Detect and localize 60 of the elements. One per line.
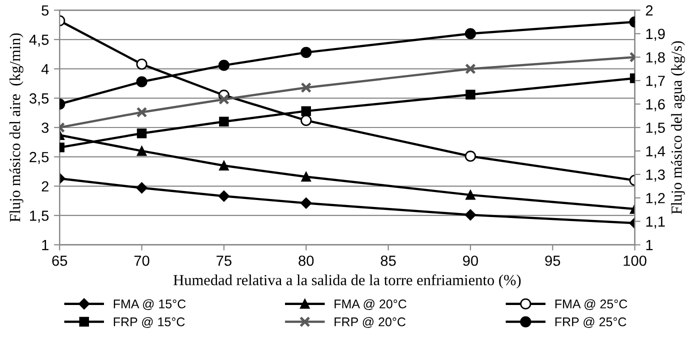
x-axis-title: Humedad relativa a la salida de la torre enfriamiento (%) — [174, 274, 521, 288]
legend-label: FRP @ 15°C — [114, 317, 185, 328]
x-tick-label: 80 — [298, 256, 314, 266]
x-tick-label: 100 — [624, 256, 646, 266]
point — [300, 114, 312, 126]
y2-tick-label: 2 — [646, 5, 653, 16]
legend-label: FRP @ 25°C — [555, 317, 626, 328]
y2-tick-label: 1,2 — [646, 192, 665, 206]
point — [464, 28, 476, 40]
y2-tick-label: 1,7 — [646, 76, 665, 88]
point — [218, 94, 230, 105]
point — [300, 82, 312, 94]
point — [300, 46, 312, 58]
y-tick-label: 3,5 — [29, 93, 49, 106]
point — [464, 150, 476, 162]
x-tick-label: 70 — [134, 256, 150, 266]
point — [466, 90, 476, 100]
y-tick-label: 3 — [42, 122, 49, 133]
y-axis-title: Flujo másico del aire (kg/min) — [9, 33, 24, 222]
point — [136, 106, 148, 118]
x-tick-label: 65 — [52, 256, 68, 266]
legend-label: FMA @ 25°C — [555, 299, 628, 310]
y2-tick-label: 1,3 — [646, 170, 665, 182]
y-tick-label: 5 — [42, 5, 49, 16]
y-tick-label: 4 — [41, 64, 49, 74]
y2-tick-label: 1 — [646, 240, 653, 250]
x-tick-label: 95 — [545, 256, 560, 266]
point — [218, 60, 230, 71]
point — [136, 58, 148, 70]
point — [465, 63, 476, 74]
y2-tick-label: 1,1 — [646, 216, 665, 228]
x-tick-label: 85 — [380, 256, 396, 266]
y2-tick-label: 1,4 — [646, 146, 666, 158]
y-tick-label: 2 — [42, 181, 48, 192]
y2-tick-label: 1,8 — [646, 52, 665, 64]
point — [136, 182, 148, 194]
legend-label: FRP @ 20°C — [334, 317, 406, 328]
point — [464, 209, 476, 220]
x-tick-label: 75 — [216, 256, 232, 266]
point — [219, 116, 229, 126]
y-tick-label: 1 — [42, 240, 48, 250]
y2-axis-title: Flujo másico del agua (kg/s) — [671, 41, 685, 214]
legend-label: FMA @ 20°C — [334, 299, 406, 310]
y2-tick-label: 1,6 — [646, 99, 665, 112]
point — [466, 190, 476, 200]
legend-label: FMA @ 15°C — [114, 299, 186, 310]
y2-tick-label: 1,5 — [646, 122, 665, 135]
point — [301, 106, 311, 116]
point — [219, 160, 229, 170]
y2-tick-label: 1,9 — [646, 28, 665, 41]
y-tick-label: 4,5 — [29, 34, 49, 47]
point — [136, 128, 147, 138]
point — [136, 146, 147, 156]
point — [301, 172, 311, 182]
point — [300, 198, 312, 209]
x-tick-label: 90 — [463, 256, 478, 266]
y-tick-label: 1,5 — [30, 210, 49, 223]
point — [218, 190, 230, 202]
point — [136, 76, 148, 88]
y-tick-label: 2,5 — [30, 152, 49, 164]
